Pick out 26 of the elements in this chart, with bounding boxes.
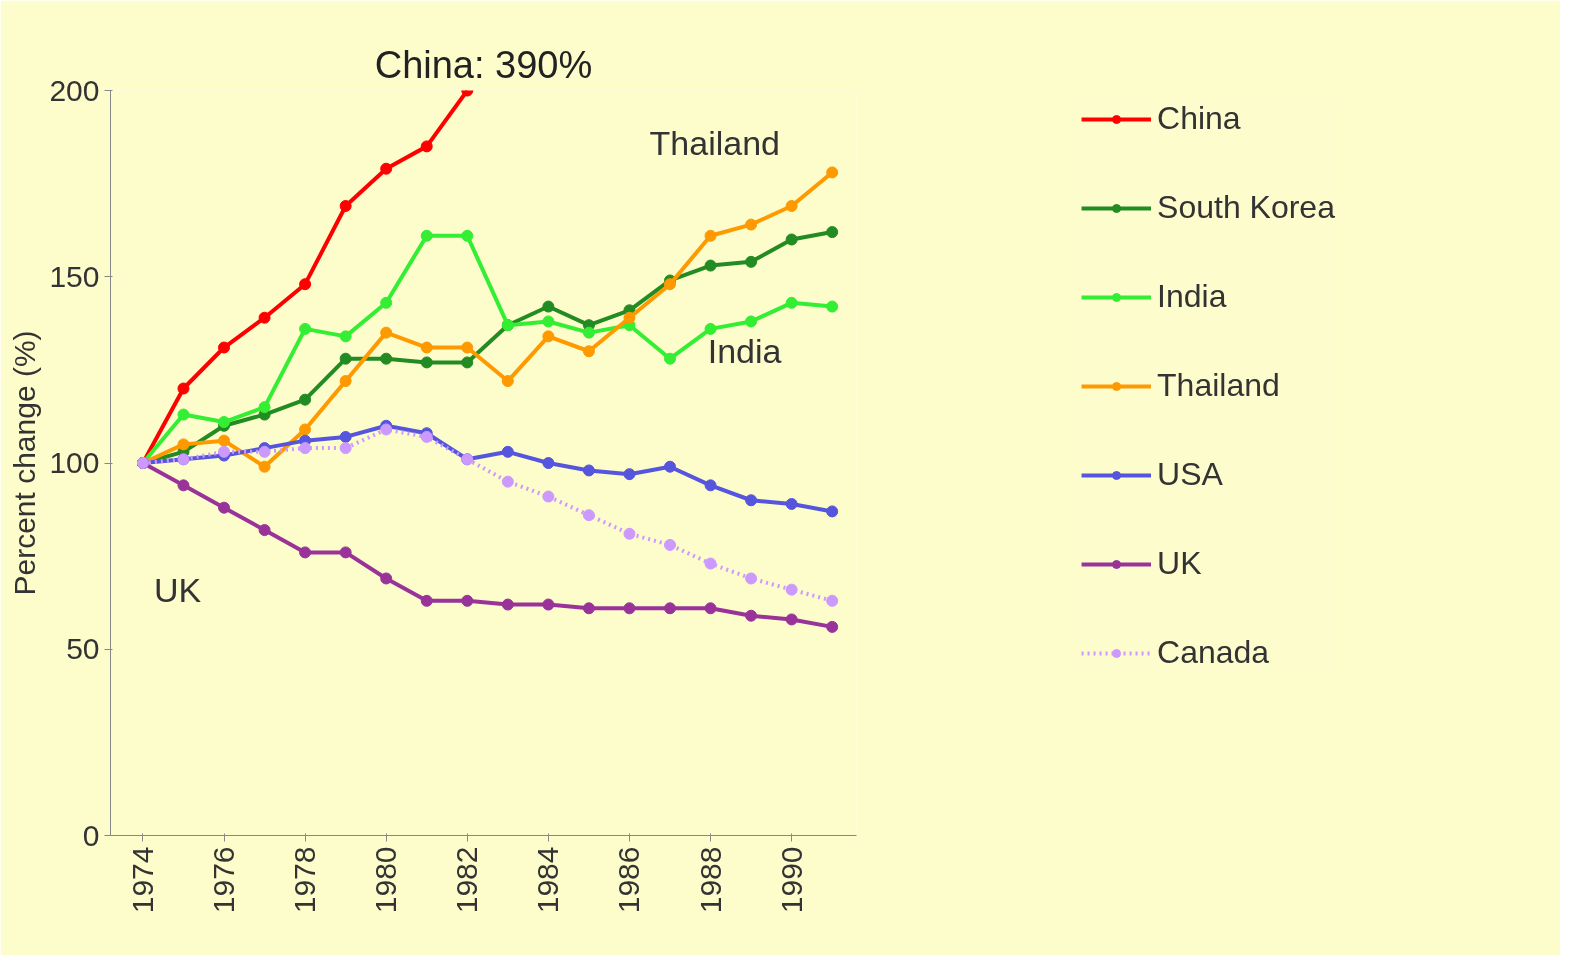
x-tick-label: 1990: [774, 846, 808, 914]
text: China: 390%: [374, 43, 593, 86]
annotation: Thailand: [649, 123, 780, 162]
x-tick-label: 1988: [693, 846, 727, 914]
y-tick-label: 50: [66, 632, 100, 666]
annotation: India: [707, 332, 782, 371]
y-tick-label: 200: [49, 73, 100, 107]
y-axis-title: Percent change (%): [8, 330, 42, 596]
legend-label: UK: [1157, 545, 1202, 582]
annotation: UK: [154, 570, 202, 609]
x-tick-label: 1976: [207, 846, 241, 914]
y-tick-label: 0: [82, 818, 100, 852]
x-tick-label: 1980: [369, 846, 403, 914]
x-tick-label: 1986: [612, 846, 646, 914]
x-tick-label: 1984: [531, 846, 565, 914]
x-tick-label: 1978: [288, 846, 322, 914]
x-tick-label: 1982: [450, 846, 484, 914]
legend-label: USA: [1157, 456, 1223, 493]
y-tick-label: 150: [49, 259, 100, 293]
y-tick-label: 100: [49, 446, 100, 479]
legend-label: Canada: [1157, 634, 1270, 671]
legend-label: Thailand: [1157, 367, 1280, 404]
legend-label: China: [1157, 100, 1241, 137]
x-tick-label: 1974: [125, 846, 159, 914]
legend-label: South Korea: [1157, 189, 1335, 226]
legend-label: India: [1157, 278, 1227, 315]
